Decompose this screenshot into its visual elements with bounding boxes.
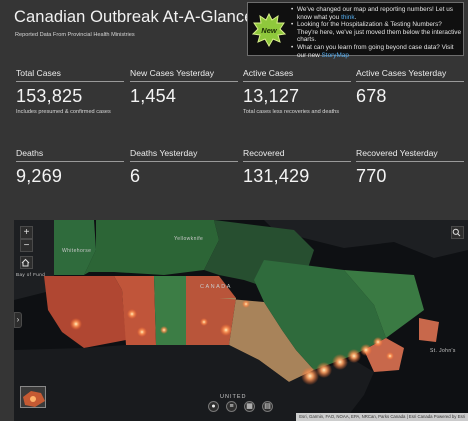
- map-label-yellowknife: Yellowknife: [174, 236, 204, 242]
- notice-item: What can you learn from going beyond cas…: [291, 44, 463, 59]
- notice-item: We've changed our map and reporting numb…: [291, 6, 463, 21]
- pin-icon: ●: [211, 403, 216, 410]
- layers-button[interactable]: ▤: [262, 401, 273, 412]
- list-icon: ≡: [229, 403, 234, 410]
- stat-deaths: Deaths 9,269: [16, 148, 124, 187]
- stat-value: 13,127: [243, 86, 300, 106]
- maritimes-region: [364, 338, 404, 372]
- stat-value: 153,825: [16, 86, 83, 106]
- stat-value: 6: [130, 166, 141, 186]
- newfoundland-region: [419, 318, 439, 342]
- hotspot[interactable]: [316, 362, 332, 378]
- saskatchewan-region: [154, 276, 186, 345]
- pin-button[interactable]: ●: [208, 401, 219, 412]
- hotspot[interactable]: [160, 326, 168, 334]
- page-subtitle: Reported Data From Provincial Health Min…: [15, 32, 135, 38]
- map-canvas[interactable]: [14, 220, 468, 421]
- yukon-region: [54, 220, 96, 275]
- stat-label: New Cases Yesterday: [130, 68, 215, 78]
- stat-total-cases: Total Cases 153,825 Includes presumed & …: [16, 68, 124, 115]
- nwt-region: [84, 220, 219, 275]
- grid-button[interactable]: ▦: [244, 401, 255, 412]
- zoom-out-button[interactable]: −: [20, 239, 33, 252]
- stat-label: Active Cases: [243, 68, 294, 78]
- stat-value: 131,429: [243, 166, 310, 186]
- outbreak-map[interactable]: Yellowknife Whitehorse CANADA St. John's…: [14, 220, 468, 421]
- basemap-toggle[interactable]: [20, 386, 46, 408]
- divider: [130, 161, 238, 162]
- map-label-st-johns: St. John's: [430, 348, 456, 354]
- home-icon: [21, 258, 30, 267]
- hotspot[interactable]: [137, 327, 147, 337]
- hotspot[interactable]: [386, 352, 394, 360]
- new-badge-label: New: [261, 26, 278, 35]
- notice-panel: New We've changed our map and reporting …: [247, 2, 464, 59]
- search-icon: [452, 228, 461, 237]
- bc-region: [44, 276, 126, 348]
- stat-active-cases: Active Cases 13,127 Total cases less rec…: [243, 68, 351, 115]
- stat-label: Total Cases: [16, 68, 61, 78]
- notice-item: Looking for the Hospitalization & Testin…: [291, 21, 463, 44]
- layers-icon: ▤: [264, 403, 271, 410]
- hotspot[interactable]: [127, 309, 137, 319]
- hotspot[interactable]: [360, 344, 372, 356]
- hotspot[interactable]: [347, 349, 361, 363]
- map-label-united: UNITED: [220, 394, 247, 400]
- grid-icon: ▦: [246, 403, 253, 410]
- divider: [16, 161, 124, 162]
- quebec-region: [254, 260, 386, 370]
- map-label-left-edge: Bay of Fund: [16, 272, 46, 277]
- list-button[interactable]: ≡: [226, 401, 237, 412]
- ontario-region: [219, 298, 314, 382]
- notice-list: We've changed our map and reporting numb…: [291, 6, 463, 59]
- zoom-in-button[interactable]: +: [20, 226, 33, 239]
- feedback-link[interactable]: think: [341, 13, 355, 21]
- divider: [356, 81, 464, 82]
- stat-label: Deaths Yesterday: [130, 148, 198, 158]
- stat-note: Total cases less recoveries and deaths: [243, 109, 340, 115]
- hotspot[interactable]: [70, 318, 82, 330]
- stat-value: 9,269: [16, 166, 63, 186]
- home-button[interactable]: [20, 256, 33, 269]
- search-button[interactable]: [451, 226, 464, 239]
- page-title: Canadian Outbreak At-A-Glance: [14, 8, 254, 26]
- hotspot[interactable]: [301, 367, 319, 385]
- hotspot[interactable]: [220, 324, 232, 336]
- hotspot[interactable]: [200, 318, 208, 326]
- collapse-panel-icon: ›: [16, 315, 20, 324]
- stat-recovered: Recovered 131,429: [243, 148, 351, 187]
- usa-land: [14, 345, 374, 421]
- map-label-whitehorse: Whitehorse: [62, 248, 92, 254]
- labrador-region: [344, 270, 424, 338]
- basemap-thumbnail-icon: [21, 387, 45, 407]
- collapse-panel-button[interactable]: ›: [14, 312, 22, 328]
- stat-recovered-yesterday: Recovered Yesterday 770: [356, 148, 464, 187]
- map-label-canada: CANADA: [200, 284, 232, 290]
- stat-value: 1,454: [130, 86, 177, 106]
- stat-new-cases-yesterday: New Cases Yesterday 1,454: [130, 68, 238, 107]
- storymap-link[interactable]: StoryMap: [321, 51, 349, 59]
- stat-value: 770: [356, 166, 387, 186]
- arctic-islands: [264, 220, 468, 258]
- stat-active-cases-yesterday: Active Cases Yesterday 678: [356, 68, 464, 107]
- stat-note: Includes presumed & confirmed cases: [16, 109, 111, 115]
- new-badge-icon: New: [252, 13, 286, 47]
- divider: [243, 161, 351, 162]
- hotspot[interactable]: [332, 354, 348, 370]
- stat-label: Active Cases Yesterday: [356, 68, 447, 78]
- divider: [356, 161, 464, 162]
- hotspot[interactable]: [373, 337, 383, 347]
- divider: [16, 81, 124, 82]
- stat-deaths-yesterday: Deaths Yesterday 6: [130, 148, 238, 187]
- stat-label: Recovered Yesterday: [356, 148, 438, 158]
- stat-label: Deaths: [16, 148, 44, 158]
- hotspot[interactable]: [242, 300, 250, 308]
- stat-value: 678: [356, 86, 387, 106]
- map-attribution: Esri, Garmin, FAO, NOAA, EPA, NRCan, Par…: [296, 413, 468, 421]
- divider: [243, 81, 351, 82]
- stat-label: Recovered: [243, 148, 285, 158]
- divider: [130, 81, 238, 82]
